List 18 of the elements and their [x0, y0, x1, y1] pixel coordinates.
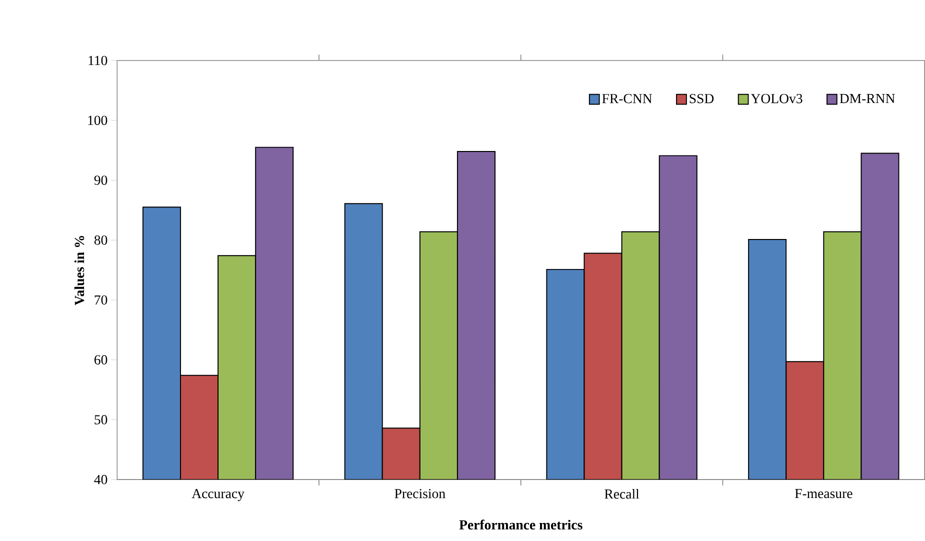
legend-label: FR-CNN: [602, 94, 652, 104]
y-tick-label: 90: [94, 176, 108, 186]
legend-label: SSD: [690, 94, 714, 104]
y-tick-label: 110: [88, 56, 108, 66]
y-tick-label: 40: [94, 475, 108, 484]
x-tick-label: Accuracy: [192, 489, 244, 502]
y-tick-label: 100: [88, 116, 108, 126]
y-tick-label: 50: [94, 415, 108, 425]
x-tick-label: Recall: [604, 489, 640, 499]
x-tick-label: Precision: [394, 489, 446, 498]
x-tick-label: F-measure: [794, 489, 852, 498]
y-tick-label: 60: [94, 355, 108, 365]
legend-label: YOLOv3: [750, 94, 802, 104]
y-axis-title: Values in %: [74, 236, 84, 306]
y-tick-label: 80: [94, 236, 108, 245]
y-tick-label: 70: [94, 295, 108, 305]
legend-label: DM-RNN: [840, 94, 895, 104]
x-axis-title: Performance metrics: [459, 520, 582, 530]
